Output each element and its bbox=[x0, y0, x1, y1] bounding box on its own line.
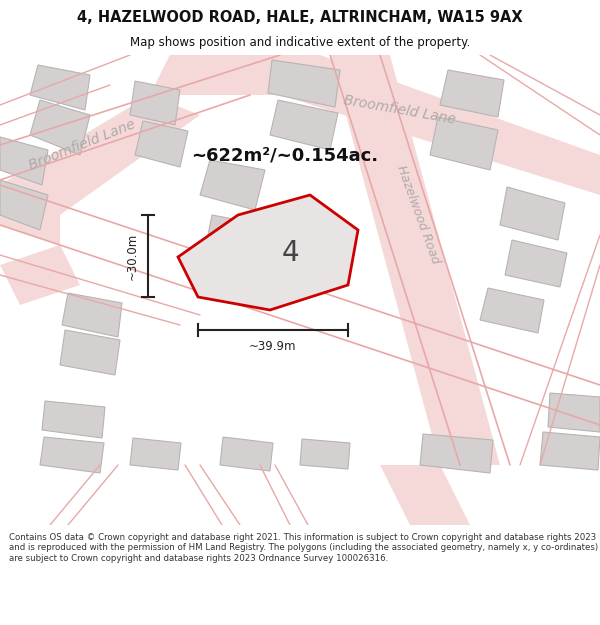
Text: Broomfield Lane: Broomfield Lane bbox=[27, 118, 137, 172]
Polygon shape bbox=[0, 180, 48, 230]
Polygon shape bbox=[330, 55, 500, 465]
Polygon shape bbox=[150, 55, 600, 195]
Polygon shape bbox=[505, 240, 567, 287]
Text: Contains OS data © Crown copyright and database right 2021. This information is : Contains OS data © Crown copyright and d… bbox=[9, 533, 598, 562]
Text: ~622m²/~0.154ac.: ~622m²/~0.154ac. bbox=[191, 146, 379, 164]
Polygon shape bbox=[540, 432, 600, 470]
Polygon shape bbox=[30, 100, 90, 155]
Text: Broomfield Lane: Broomfield Lane bbox=[343, 93, 457, 127]
Polygon shape bbox=[130, 438, 181, 470]
Text: Map shows position and indicative extent of the property.: Map shows position and indicative extent… bbox=[130, 36, 470, 49]
Polygon shape bbox=[548, 393, 600, 432]
Polygon shape bbox=[60, 330, 120, 375]
Polygon shape bbox=[500, 187, 565, 240]
Polygon shape bbox=[380, 465, 470, 525]
Polygon shape bbox=[430, 117, 498, 170]
Polygon shape bbox=[0, 95, 200, 245]
Text: 4: 4 bbox=[281, 239, 299, 267]
Polygon shape bbox=[268, 60, 340, 107]
Polygon shape bbox=[62, 293, 122, 337]
Polygon shape bbox=[420, 434, 493, 473]
Text: ~30.0m: ~30.0m bbox=[125, 232, 139, 279]
Text: 4, HAZELWOOD ROAD, HALE, ALTRINCHAM, WA15 9AX: 4, HAZELWOOD ROAD, HALE, ALTRINCHAM, WA1… bbox=[77, 10, 523, 25]
Polygon shape bbox=[270, 100, 338, 150]
Polygon shape bbox=[220, 437, 273, 471]
Text: ~39.9m: ~39.9m bbox=[249, 339, 297, 352]
Polygon shape bbox=[0, 245, 80, 305]
Polygon shape bbox=[440, 70, 504, 117]
Polygon shape bbox=[178, 195, 358, 310]
Polygon shape bbox=[130, 81, 180, 125]
Polygon shape bbox=[30, 65, 90, 110]
Polygon shape bbox=[135, 121, 188, 167]
Polygon shape bbox=[480, 288, 544, 333]
Polygon shape bbox=[40, 437, 104, 473]
Polygon shape bbox=[0, 137, 48, 185]
Polygon shape bbox=[300, 439, 350, 469]
Polygon shape bbox=[205, 215, 265, 263]
Polygon shape bbox=[150, 55, 320, 95]
Polygon shape bbox=[42, 401, 105, 438]
Polygon shape bbox=[200, 160, 265, 210]
Text: Hazelwood Road: Hazelwood Road bbox=[394, 164, 442, 266]
